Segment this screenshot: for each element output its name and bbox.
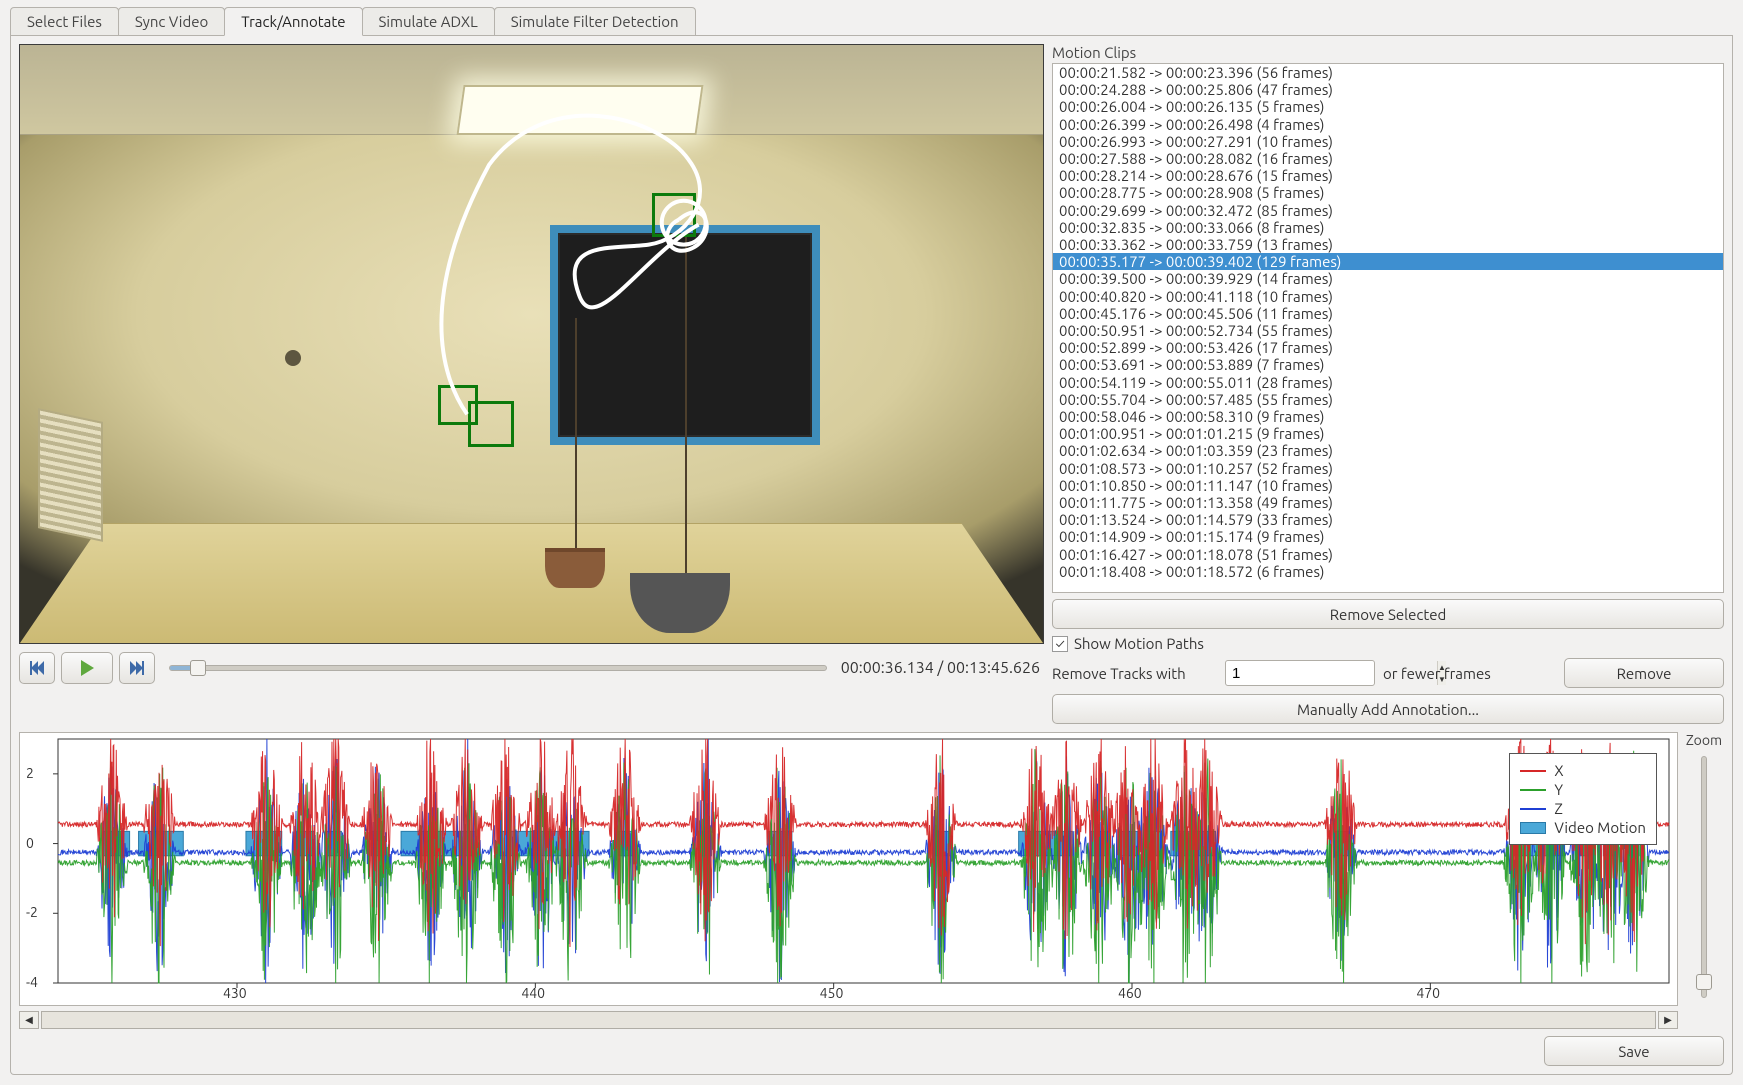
legend-entry: X [1520,762,1646,779]
motion-clip-item[interactable]: 00:00:52.899 -> 00:00:53.426 (17 frames) [1053,339,1723,356]
y-tick-label: -2 [26,904,38,920]
remove-tracks-threshold-spinbox[interactable]: ▲ ▼ [1225,660,1375,686]
legend-entry: Y [1520,781,1646,798]
motion-clip-item[interactable]: 00:00:26.004 -> 00:00:26.135 (5 frames) [1053,98,1723,115]
motion-clip-item[interactable]: 00:00:27.588 -> 00:00:28.082 (16 frames) [1053,150,1723,167]
remove-tracks-suffix: or fewer frames [1383,665,1491,682]
motion-clip-item[interactable]: 00:00:28.214 -> 00:00:28.676 (15 frames) [1053,167,1723,184]
playback-controls: 00:00:36.134 / 00:13:45.626 [19,652,1044,684]
x-tick-label: 440 [521,985,545,1001]
motion-clip-item[interactable]: 00:01:08.573 -> 00:01:10.257 (52 frames) [1053,460,1723,477]
motion-clip-item[interactable]: 00:00:40.820 -> 00:00:41.118 (10 frames) [1053,288,1723,305]
remove-tracks-label: Remove Tracks with [1052,665,1217,682]
manually-add-annotation-button[interactable]: Manually Add Annotation... [1052,694,1724,724]
save-button[interactable]: Save [1544,1036,1724,1066]
remove-button[interactable]: Remove [1564,658,1724,688]
zoom-control: Zoom [1678,732,1724,1006]
tab-select-files[interactable]: Select Files [10,7,119,35]
motion-clip-item[interactable]: 00:01:18.408 -> 00:01:18.572 (6 frames) [1053,563,1723,580]
video-preview[interactable] [19,44,1044,644]
motion-clip-item[interactable]: 00:01:10.850 -> 00:01:11.147 (10 frames) [1053,477,1723,494]
scroll-right-icon[interactable]: ▶ [1658,1011,1678,1029]
y-tick-label: 0 [26,835,34,851]
motion-clips-listbox[interactable]: 00:00:21.582 -> 00:00:23.396 (56 frames)… [1052,63,1724,593]
motion-clip-item[interactable]: 00:00:29.699 -> 00:00:32.472 (85 frames) [1053,202,1723,219]
motion-clip-item[interactable]: 00:00:53.691 -> 00:00:53.889 (7 frames) [1053,356,1723,373]
chart-legend: XYZ Video Motion [1509,753,1657,845]
legend-entry: Video Motion [1520,819,1646,836]
video-column: 00:00:36.134 / 00:13:45.626 [19,44,1044,724]
play-button[interactable] [61,652,113,684]
motion-clips-panel: Motion Clips 00:00:21.582 -> 00:00:23.39… [1052,44,1724,724]
motion-clip-item[interactable]: 00:00:58.046 -> 00:00:58.310 (9 frames) [1053,408,1723,425]
skip-forward-button[interactable] [119,652,155,684]
tab-bar: Select FilesSync VideoTrack/AnnotateSimu… [10,6,1733,36]
motion-clip-item[interactable]: 00:00:45.176 -> 00:00:45.506 (11 frames) [1053,305,1723,322]
motion-clip-item[interactable]: 00:00:32.835 -> 00:00:33.066 (8 frames) [1053,219,1723,236]
tab-track-annotate[interactable]: Track/Annotate [224,7,362,36]
zoom-label: Zoom [1686,732,1722,748]
motion-clip-item[interactable]: 00:01:14.909 -> 00:01:15.174 (9 frames) [1053,528,1723,545]
zoom-thumb[interactable] [1696,974,1712,990]
motion-clips-title: Motion Clips [1052,44,1724,61]
checkbox-icon: ✓ [1052,636,1068,652]
x-tick-label: 450 [820,985,844,1001]
y-tick-label: 2 [26,765,34,781]
motion-clip-item[interactable]: 00:01:00.951 -> 00:01:01.215 (9 frames) [1053,425,1723,442]
motion-clip-item[interactable]: 00:01:11.775 -> 00:01:13.358 (49 frames) [1053,494,1723,511]
x-tick-label: 460 [1118,985,1142,1001]
zoom-slider[interactable] [1701,756,1707,998]
motion-clip-item[interactable]: 00:00:50.951 -> 00:00:52.734 (55 frames) [1053,322,1723,339]
tab-simulate-filter-detection[interactable]: Simulate Filter Detection [494,7,696,35]
skip-back-button[interactable] [19,652,55,684]
motion-clip-item[interactable]: 00:00:26.399 -> 00:00:26.498 (4 frames) [1053,116,1723,133]
track-annotate-panel: 00:00:36.134 / 00:13:45.626 Motion Clips… [10,36,1733,1075]
remove-selected-button[interactable]: Remove Selected [1052,599,1724,629]
motion-clip-item[interactable]: 00:00:35.177 -> 00:00:39.402 (129 frames… [1053,253,1723,270]
scroll-left-icon[interactable]: ◀ [19,1011,39,1029]
motion-clip-item[interactable]: 00:01:02.634 -> 00:01:03.359 (23 frames) [1053,442,1723,459]
x-tick-label: 430 [223,985,247,1001]
seek-thumb[interactable] [190,660,206,676]
tab-simulate-adxl[interactable]: Simulate ADXL [362,7,495,35]
time-readout: 00:00:36.134 / 00:13:45.626 [841,659,1044,677]
show-motion-paths-checkbox[interactable]: ✓ Show Motion Paths [1052,635,1204,652]
motion-clip-item[interactable]: 00:00:24.288 -> 00:00:25.806 (47 frames) [1053,81,1723,98]
motion-clip-item[interactable]: 00:01:16.427 -> 00:01:18.078 (51 frames) [1053,546,1723,563]
motion-clip-item[interactable]: 00:00:33.362 -> 00:00:33.759 (13 frames) [1053,236,1723,253]
tab-sync-video[interactable]: Sync Video [118,7,225,35]
seek-slider[interactable] [169,665,827,671]
y-tick-label: -4 [26,974,38,990]
signal-chart[interactable]: XYZ Video Motion -4 -2 0 2 430 440 450 460 470 [19,732,1678,1006]
motion-clip-item[interactable]: 00:00:54.119 -> 00:00:55.011 (28 frames) [1053,374,1723,391]
motion-clip-item[interactable]: 00:00:39.500 -> 00:00:39.929 (14 frames) [1053,270,1723,287]
motion-clip-item[interactable]: 00:00:21.582 -> 00:00:23.396 (56 frames) [1053,64,1723,81]
series-x [58,739,1669,947]
tracker-box [652,193,696,237]
motion-clip-item[interactable]: 00:00:55.704 -> 00:00:57.485 (55 frames) [1053,391,1723,408]
motion-clip-item[interactable]: 00:01:13.524 -> 00:01:14.579 (33 frames) [1053,511,1723,528]
x-tick-label: 470 [1416,985,1440,1001]
chart-scrollbar[interactable]: ◀ ▶ [19,1010,1724,1030]
motion-clip-item[interactable]: 00:00:28.775 -> 00:00:28.908 (5 frames) [1053,184,1723,201]
tracker-box [468,401,514,447]
motion-clip-item[interactable]: 00:00:26.993 -> 00:00:27.291 (10 frames) [1053,133,1723,150]
legend-entry: Z [1520,800,1646,817]
